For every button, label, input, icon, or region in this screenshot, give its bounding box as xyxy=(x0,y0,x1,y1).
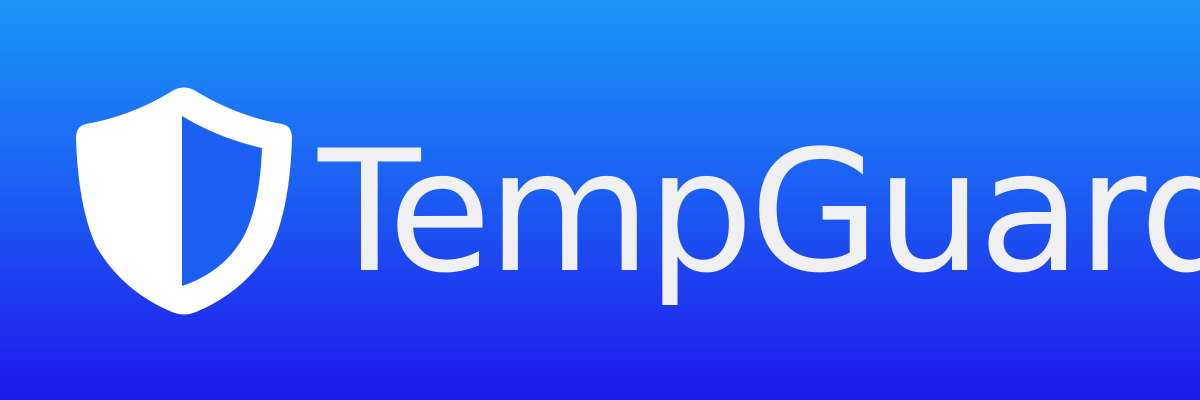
shield-icon xyxy=(76,86,292,316)
shield-icon-graphic xyxy=(76,87,292,315)
brand-name: TempGuard xyxy=(318,114,1200,310)
shield-inner-half xyxy=(182,116,262,286)
